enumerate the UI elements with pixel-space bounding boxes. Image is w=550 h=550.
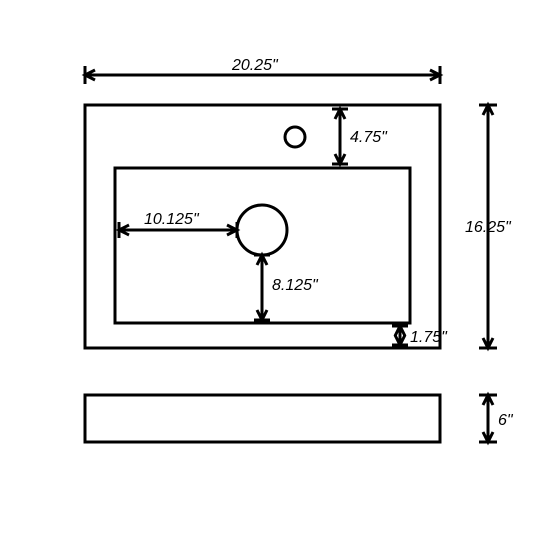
faucet-hole (285, 127, 305, 147)
dim-bottom-gap: 1.75" (410, 329, 448, 346)
dim-height: 16.25" (465, 219, 512, 236)
dim-side-height: 6" (498, 412, 514, 429)
dim-faucet-top: 4.75" (350, 129, 388, 146)
drain-hole (237, 205, 287, 255)
sink-dimension-diagram: { "type": "engineering-dimension-drawing… (0, 0, 550, 550)
dim-drain-left: 10.125" (144, 211, 200, 228)
side-rect (85, 395, 440, 442)
diagram-svg: 20.25" 16.25" 4.75" 1.75" 10.125" 8.125" 6" (0, 0, 550, 550)
dim-drain-bottom: 8.125" (272, 277, 319, 294)
dim-width: 20.25" (231, 57, 279, 74)
